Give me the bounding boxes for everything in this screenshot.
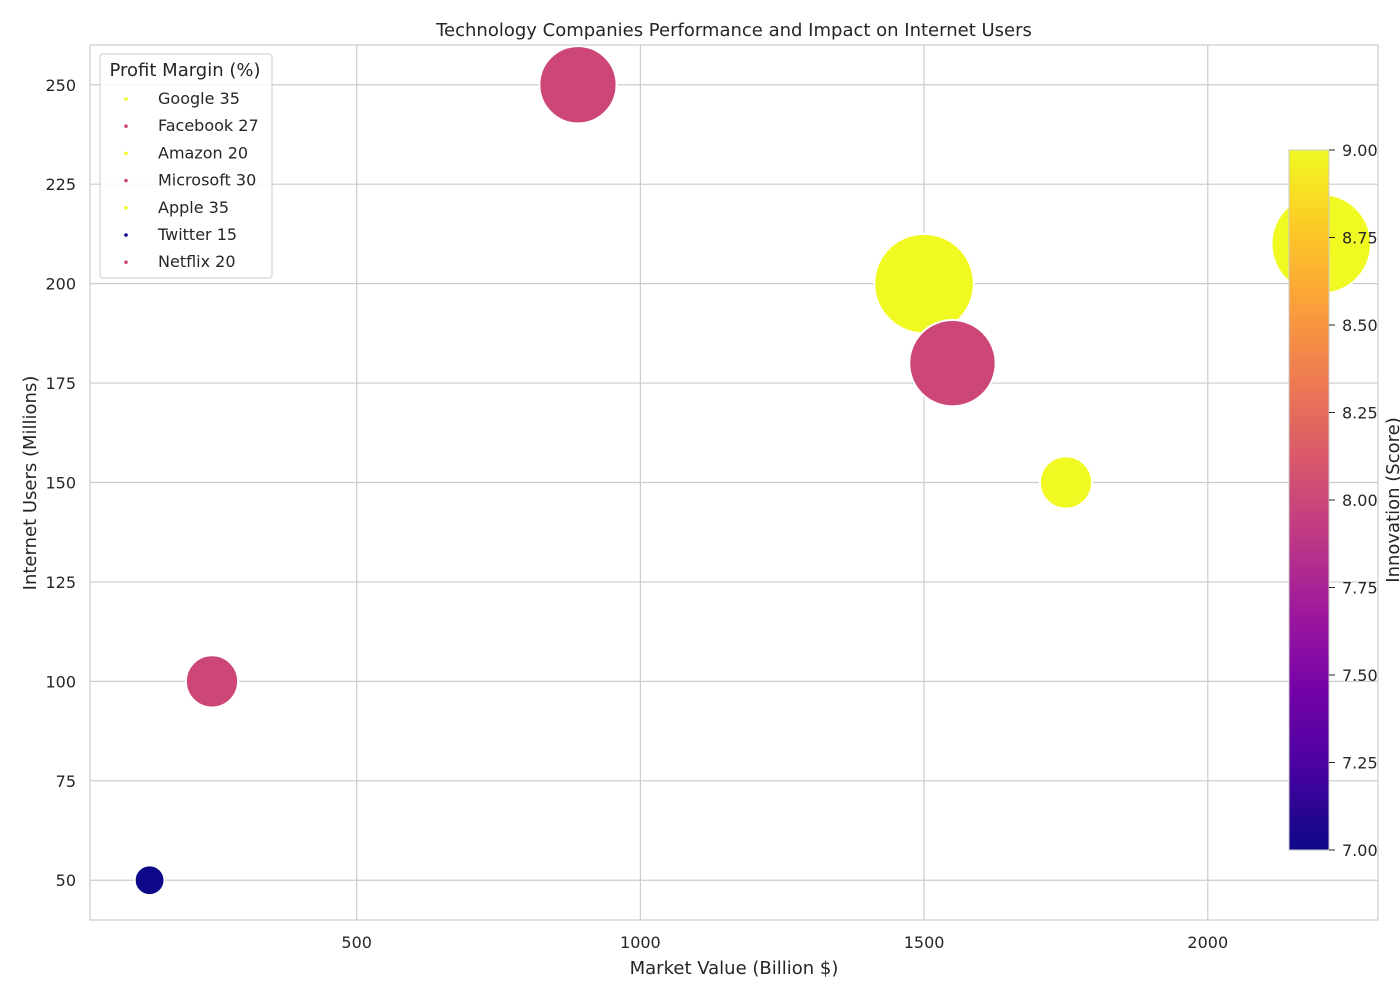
colorbar-tick-label: 8.75	[1342, 229, 1378, 248]
y-tick-label: 125	[45, 573, 76, 592]
chart-title: Technology Companies Performance and Imp…	[435, 20, 1032, 41]
y-tick-label: 200	[45, 275, 76, 294]
legend-marker	[124, 206, 128, 210]
legend-marker	[124, 151, 128, 156]
legend-entry-label: Google 35	[158, 89, 240, 108]
legend-entry-label: Twitter 15	[157, 225, 237, 244]
colorbar-tick-label: 8.25	[1342, 404, 1378, 423]
grid	[90, 45, 1378, 920]
colorbar-tick-label: 8.00	[1342, 491, 1378, 510]
axis-ticks: 500 1000 1500 2000 50 75 100 125 150 175 200 225 250	[45, 76, 1228, 952]
colorbar-gradient	[1288, 149, 1330, 851]
y-tick-label: 225	[45, 175, 76, 194]
colorbar-tick-label: 7.25	[1342, 754, 1378, 773]
data-points	[133, 45, 1373, 897]
x-tick-label: 1500	[904, 933, 945, 952]
data-point	[133, 864, 166, 897]
y-tick-label: 150	[45, 474, 76, 493]
data-point	[1038, 455, 1094, 510]
colorbar-tick-label: 9.00	[1342, 141, 1378, 160]
x-tick-label: 1000	[620, 933, 661, 952]
colorbar-tick-label: 8.50	[1342, 316, 1378, 335]
legend-marker	[124, 97, 128, 101]
legend-entry-label: Netflix 20	[158, 252, 236, 271]
y-tick-label: 50	[56, 871, 76, 890]
colorbar-tick-label: 7.00	[1342, 841, 1378, 860]
y-tick-label: 175	[45, 374, 76, 393]
legend-box	[99, 53, 273, 279]
legend-marker	[124, 124, 128, 128]
colorbar: 7.00 7.25 7.50 7.75 8.00 8.25 8.50 8.75 9.00 Inn…	[1288, 141, 1400, 860]
y-tick-label: 75	[56, 772, 76, 791]
data-point	[908, 318, 997, 408]
legend-entry-label: Amazon 20	[158, 143, 248, 162]
legend-entry-label: Facebook 27	[158, 116, 259, 135]
y-tick-label: 250	[45, 76, 76, 95]
legend-marker	[124, 233, 128, 237]
data-point	[538, 45, 618, 125]
y-tick-label: 100	[45, 672, 76, 691]
data-point	[184, 654, 240, 709]
legend-marker	[124, 260, 128, 265]
y-axis-label: Internet Users (Millions)	[20, 376, 41, 591]
x-tick-label: 2000	[1187, 933, 1228, 952]
plot-area-frame	[89, 44, 1379, 921]
x-axis-label: Market Value (Billion $)	[630, 958, 839, 979]
x-tick-label: 500	[341, 933, 372, 952]
colorbar-tick-label: 7.75	[1342, 579, 1378, 598]
legend-entry-label: Microsoft 30	[158, 171, 256, 190]
colorbar-tick-label: 7.50	[1342, 666, 1378, 685]
legend: Profit Margin (%) Google 35 Facebook 27 Am…	[99, 53, 273, 279]
colorbar-label: Innovation (Score)	[1383, 417, 1400, 582]
data-point	[873, 232, 975, 335]
legend-marker	[124, 178, 128, 183]
legend-title: Profit Margin (%)	[109, 60, 260, 81]
legend-entry-label: Apple 35	[158, 198, 229, 217]
